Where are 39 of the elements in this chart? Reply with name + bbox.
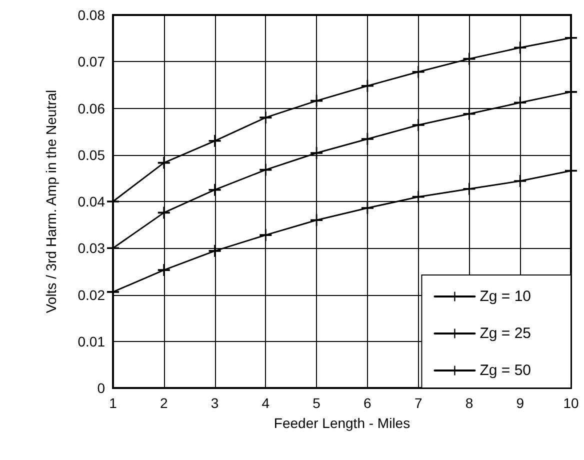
x-tick-label: 6 [364,395,372,411]
point [310,147,323,160]
y-tick-label: 0 [97,380,106,396]
point [361,133,374,146]
point [208,244,221,257]
point [463,182,476,195]
x-tick-label: 8 [465,395,474,411]
y-tick-label: 0.05 [78,146,106,163]
x-tick-label: 9 [516,395,524,411]
x-tick-label: 3 [210,395,219,411]
legend-label: Zg = 50 [480,362,532,379]
x-tick-label: 1 [109,395,118,411]
point [514,174,526,187]
point [412,66,424,78]
x-tick-label: 7 [414,395,422,411]
y-axis-title: Volts / 3rd Harm. Amp in the Neutral [43,90,59,314]
point [260,229,272,242]
y-tick-label: 0.07 [78,54,106,70]
point [361,202,374,214]
legend-label: Zg = 25 [480,325,532,342]
y-tick-label: 0.03 [78,240,106,256]
point [158,264,170,276]
point [260,112,272,124]
point [412,119,424,132]
legend-label: Zg = 10 [480,288,532,305]
y-tick-label: 0.01 [78,333,106,350]
x-tick-label: 4 [262,395,270,411]
x-axis-title: Feeder Length - Miles [274,415,410,431]
y-tick-label: 0.02 [78,286,106,303]
x-tick-label: 5 [312,395,321,411]
point [361,80,374,92]
point [514,42,526,54]
point [310,214,323,226]
y-tick-label: 0.04 [78,194,106,210]
y-tick-label: 0.06 [78,100,106,116]
y-tick-label: 0.08 [78,7,106,23]
x-tick-label: 2 [160,395,168,411]
point [208,134,221,147]
x-tick-label: 10 [563,395,579,411]
